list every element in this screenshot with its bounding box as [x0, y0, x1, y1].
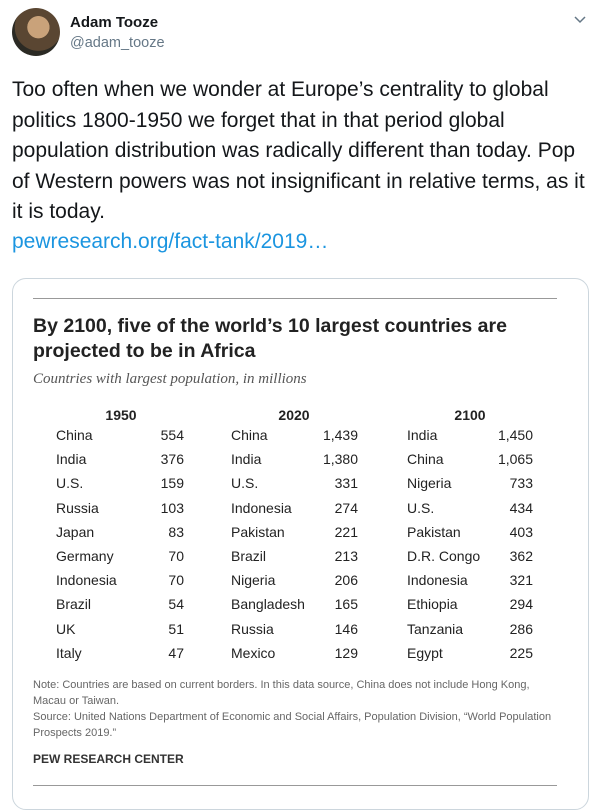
- population-value: 225: [509, 644, 533, 661]
- population-value: 70: [168, 572, 184, 589]
- country-name: China: [407, 451, 444, 468]
- population-value: 434: [509, 499, 533, 516]
- population-value: 1,380: [322, 451, 358, 468]
- country-name: China: [56, 427, 93, 443]
- column-year: 2020: [278, 407, 310, 423]
- card-title: By 2100, five of the world’s 10 largest …: [33, 315, 507, 362]
- country-name: Indonesia: [56, 572, 117, 589]
- country-name: D.R. Congo: [407, 548, 481, 564]
- country-name: Russia: [231, 620, 274, 637]
- country-name: Japan: [56, 523, 95, 540]
- bottom-rule: [33, 785, 557, 786]
- population-value: 51: [168, 620, 184, 637]
- population-value: 376: [160, 451, 184, 468]
- country-name: U.S.: [231, 475, 259, 492]
- country-name: Nigeria: [231, 572, 276, 589]
- country-name: Mexico: [231, 644, 276, 661]
- card-subtitle: Countries with largest population, in mi…: [33, 371, 307, 387]
- country-name: Nigeria: [407, 475, 452, 492]
- population-value: 129: [334, 644, 358, 661]
- country-name: India: [407, 427, 438, 443]
- population-value: 159: [160, 475, 184, 492]
- country-name: U.S.: [56, 475, 84, 492]
- population-value: 70: [168, 548, 184, 564]
- population-value: 146: [334, 620, 358, 637]
- population-value: 286: [509, 620, 533, 637]
- population-value: 331: [334, 475, 358, 492]
- population-value: 1,439: [322, 427, 358, 443]
- top-rule: [33, 298, 557, 299]
- author-handle[interactable]: @adam_tooze: [70, 35, 165, 51]
- country-name: Bangladesh: [231, 596, 305, 613]
- country-name: Germany: [56, 548, 114, 564]
- country-name: Brazil: [231, 548, 267, 564]
- population-value: 213: [334, 548, 358, 564]
- avatar[interactable]: [12, 8, 60, 56]
- population-value: 83: [168, 523, 184, 540]
- country-name: Russia: [56, 499, 99, 516]
- country-name: India: [56, 451, 87, 468]
- population-value: 103: [160, 499, 184, 516]
- tweet-page: Adam Tooze @adam_tooze Too often when we…: [12, 8, 589, 810]
- country-name: Indonesia: [407, 572, 468, 589]
- country-name: China: [231, 427, 268, 443]
- population-value: 221: [334, 523, 358, 540]
- column-year: 1950: [105, 407, 137, 423]
- country-name: U.S.: [407, 499, 435, 516]
- country-name: Egypt: [407, 644, 443, 661]
- tweet-link[interactable]: pewresearch.org/fact-tank/2019…: [12, 230, 329, 253]
- population-value: 554: [160, 427, 184, 443]
- population-value: 362: [509, 548, 533, 564]
- population-value: 54: [168, 596, 184, 613]
- population-value: 1,065: [497, 451, 533, 468]
- population-value: 321: [509, 572, 533, 589]
- media-card[interactable]: By 2100, five of the world’s 10 largest …: [12, 278, 589, 810]
- population-value: 403: [509, 523, 533, 540]
- country-name: Brazil: [56, 596, 92, 613]
- country-name: Pakistan: [231, 523, 285, 540]
- more-menu[interactable]: [572, 12, 588, 28]
- note: Note: Countries are based on current bor…: [33, 679, 530, 707]
- country-name: UK: [56, 620, 76, 637]
- population-value: 294: [509, 596, 533, 613]
- footer: PEW RESEARCH CENTER: [33, 752, 184, 766]
- country-name: India: [231, 451, 262, 468]
- population-value: 274: [334, 499, 358, 516]
- tweet-text: Too often when we wonder at Europe’s cen…: [12, 78, 585, 223]
- source: Source: United Nations Department of Eco…: [33, 711, 552, 739]
- population-value: 733: [509, 475, 533, 492]
- population-value: 47: [168, 644, 184, 661]
- column-year: 2100: [454, 407, 486, 423]
- population-value: 165: [334, 596, 358, 613]
- country-name: Ethiopia: [407, 596, 458, 613]
- author-name[interactable]: Adam Tooze: [70, 14, 159, 31]
- country-name: Pakistan: [407, 523, 461, 540]
- population-value: 1,450: [497, 427, 533, 443]
- country-name: Indonesia: [231, 499, 292, 516]
- country-name: Tanzania: [407, 620, 464, 637]
- population-value: 206: [334, 572, 358, 589]
- country-name: Italy: [56, 644, 82, 661]
